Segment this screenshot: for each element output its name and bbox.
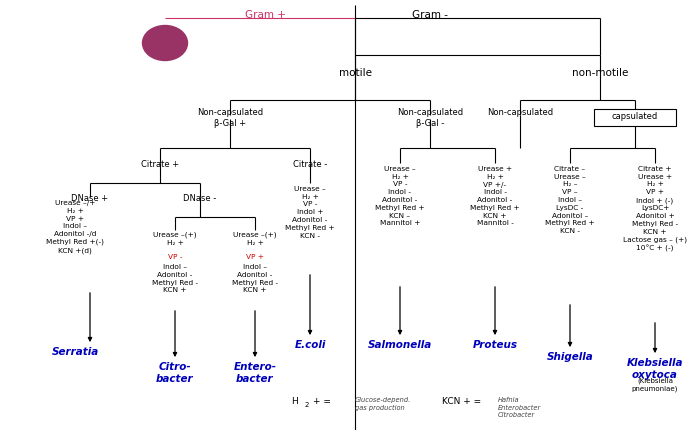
Text: (Klebsiella
pneumoniae): (Klebsiella pneumoniae)	[632, 378, 678, 393]
Text: Serratia: Serratia	[51, 347, 99, 357]
Text: β-Gal -: β-Gal -	[416, 119, 444, 128]
Text: 2: 2	[305, 402, 309, 408]
Text: Non-capsulated: Non-capsulated	[197, 108, 263, 117]
FancyBboxPatch shape	[594, 109, 676, 126]
Ellipse shape	[143, 25, 188, 61]
Text: Urease –
H₂ +
VP -
Indol -
Adonitol -
Methyl Red +
KCN –
Mannitol +: Urease – H₂ + VP - Indol - Adonitol - Me…	[375, 166, 425, 226]
Text: capsulated: capsulated	[612, 112, 658, 121]
Text: Salmonella: Salmonella	[368, 340, 432, 350]
Text: VP +: VP +	[246, 254, 264, 260]
Text: Non-capsulated: Non-capsulated	[397, 108, 463, 117]
Text: Citrate –
Urease –
H₂ –
VP –
Indol –
LysDC -
Adonitol –
Methyl Red +
KCN -: Citrate – Urease – H₂ – VP – Indol – Lys…	[545, 166, 595, 234]
Text: Gram -: Gram -	[412, 10, 448, 20]
Text: Gram +: Gram +	[244, 10, 286, 20]
Text: DNase +: DNase +	[72, 194, 108, 203]
Text: Indol –
Adonitol -
Methyl Red -
KCN +: Indol – Adonitol - Methyl Red - KCN +	[152, 264, 198, 293]
Text: Citrate +: Citrate +	[141, 160, 179, 169]
Text: Hafnia
Enterobacter
Citrobacter: Hafnia Enterobacter Citrobacter	[498, 397, 541, 418]
Text: VP -: VP -	[168, 254, 182, 260]
Text: Citrate +
Urease +
H₂ +
VP +
Indol + (-)
LysDC+
Adonitol +
Methyl Red -
KCN +
La: Citrate + Urease + H₂ + VP + Indol + (-)…	[623, 166, 687, 252]
Text: + =: + =	[313, 397, 331, 406]
Text: KCN + =: KCN + =	[442, 397, 482, 406]
Text: Citrate -: Citrate -	[293, 160, 327, 169]
Text: H: H	[292, 397, 298, 406]
Text: DNase -: DNase -	[184, 194, 217, 203]
Text: E.coli: E.coli	[295, 340, 326, 350]
Text: Proteus: Proteus	[473, 340, 518, 350]
Text: Urease –(+)
H₂ +: Urease –(+) H₂ +	[153, 232, 197, 246]
Text: Citro-
bacter: Citro- bacter	[156, 362, 194, 384]
Text: Shigella: Shigella	[546, 352, 593, 362]
Text: Entero-
bacter: Entero- bacter	[233, 362, 277, 384]
Text: Glucose-depend.
gas production: Glucose-depend. gas production	[355, 397, 411, 411]
Text: Indol –
Adonitol -
Methyl Red -
KCN +: Indol – Adonitol - Methyl Red - KCN +	[232, 264, 278, 293]
Text: β-Gal +: β-Gal +	[214, 119, 246, 128]
Text: Urease +
H₂ +
VP +/-
Indol -
Adonitol -
Methyl Red +
KCN +
Mannitol -: Urease + H₂ + VP +/- Indol - Adonitol - …	[470, 166, 520, 226]
Text: Urease –/+
H₂ +
VP +
Indol –
Adonitol -/d
Methyl Red +(-)
KCN +(d): Urease –/+ H₂ + VP + Indol – Adonitol -/…	[46, 200, 104, 254]
Text: Urease –(+)
H₂ +: Urease –(+) H₂ +	[233, 232, 277, 246]
Text: Non-capsulated: Non-capsulated	[487, 108, 553, 117]
Text: Klebsiella
oxytoca: Klebsiella oxytoca	[627, 358, 683, 381]
Text: Urease –
H₂ +
VP -
Indol +
Adonitol -
Methyl Red +
KCN -: Urease – H₂ + VP - Indol + Adonitol - Me…	[285, 186, 335, 239]
Text: motile: motile	[339, 68, 371, 78]
Text: non-motile: non-motile	[572, 68, 628, 78]
